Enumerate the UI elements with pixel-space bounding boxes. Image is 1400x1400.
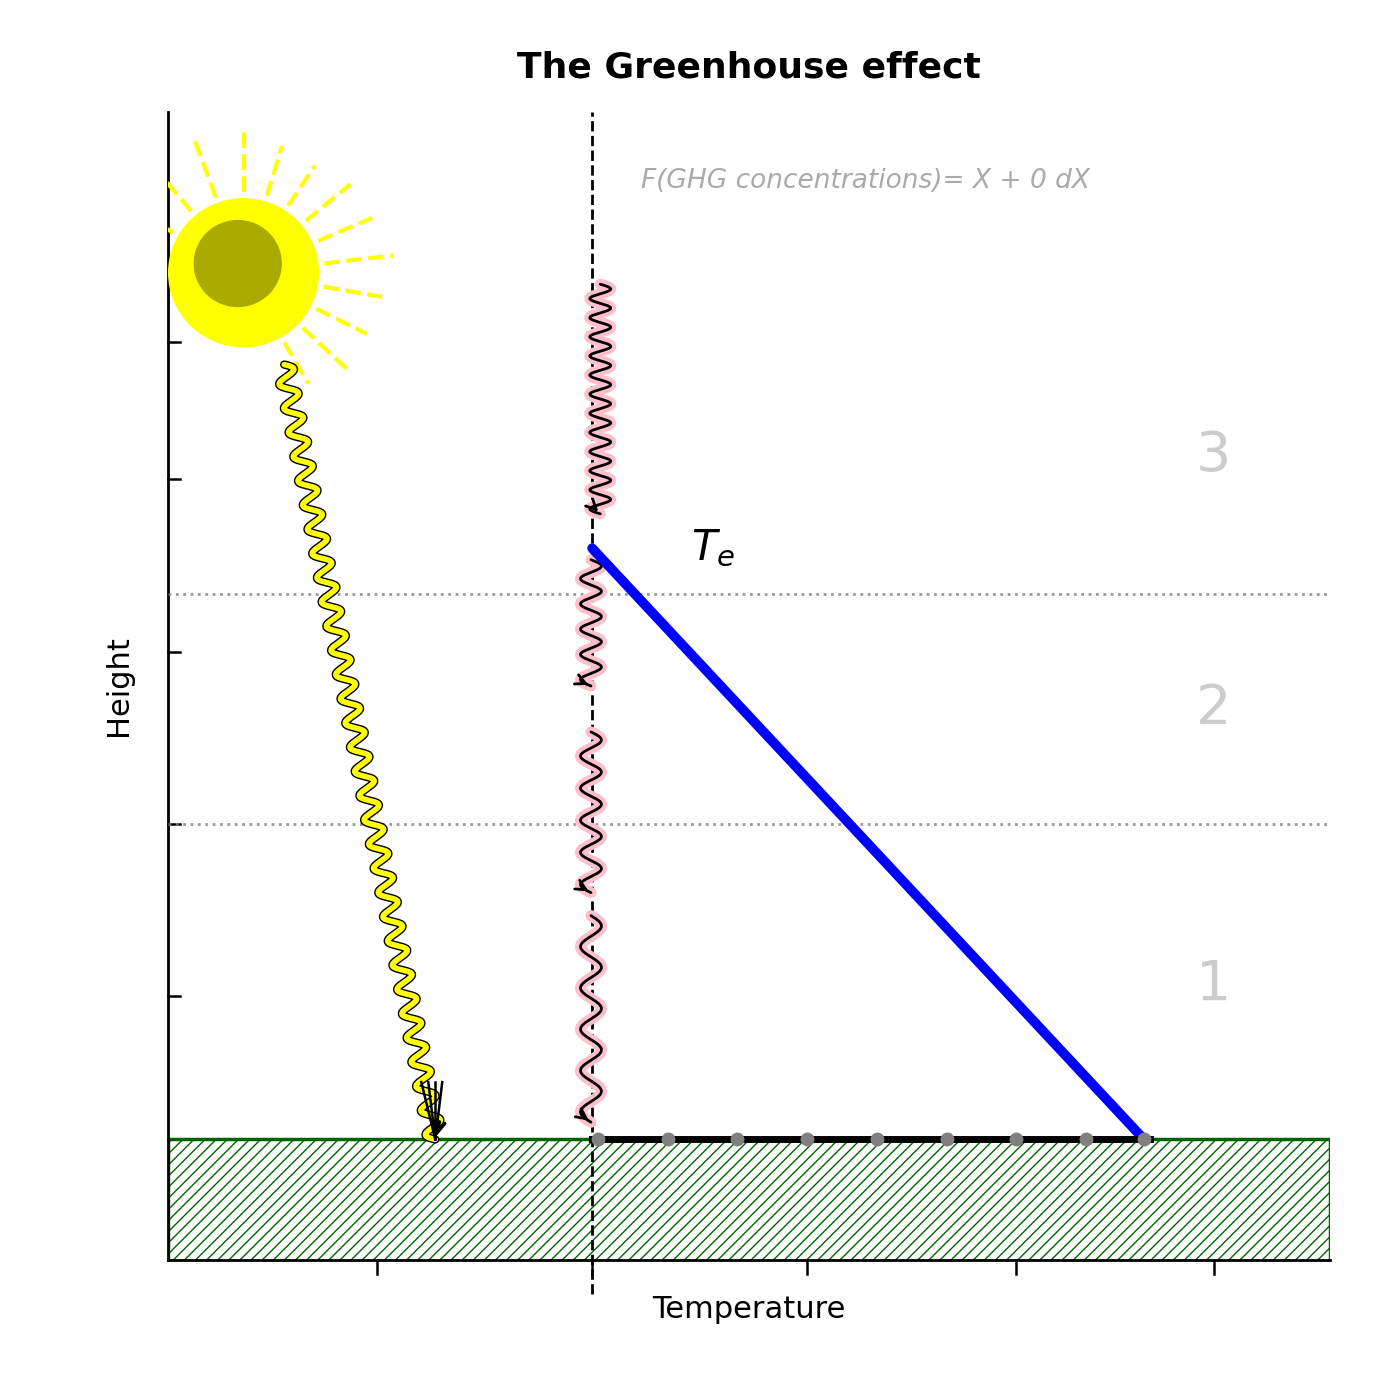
Bar: [168, 1140, 1330, 1400]
Circle shape: [193, 220, 281, 307]
Text: F(GHG concentrations)= X + 0 dX: F(GHG concentrations)= X + 0 dX: [641, 168, 1089, 193]
Text: $T_e$: $T_e$: [692, 528, 735, 570]
X-axis label: Temperature: Temperature: [652, 1295, 846, 1324]
Text: 3: 3: [1196, 430, 1232, 483]
Circle shape: [168, 197, 319, 347]
Bar: [168, 1140, 1330, 1400]
Title: The Greenhouse effect: The Greenhouse effect: [517, 50, 981, 84]
Y-axis label: Height: Height: [104, 636, 133, 736]
Text: 2: 2: [1196, 682, 1232, 736]
Text: 1: 1: [1196, 958, 1232, 1011]
